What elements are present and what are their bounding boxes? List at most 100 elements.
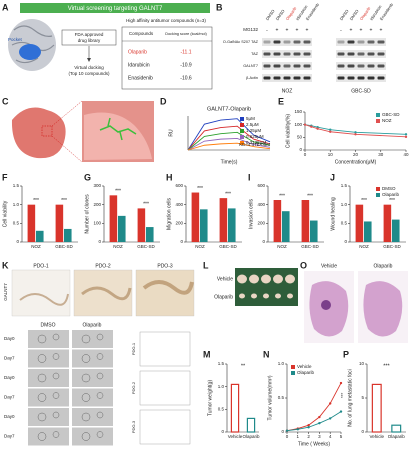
point <box>310 125 313 128</box>
x-tick-label: NOZ <box>195 244 205 249</box>
organoid-image <box>72 427 113 446</box>
legend-swatch <box>376 187 380 191</box>
panel-label: O <box>300 260 307 270</box>
x-tick-label: GBC-SD <box>301 244 319 249</box>
x-tick-label: 4 <box>329 434 332 439</box>
model-label: PDO-1 <box>33 263 49 269</box>
organoid <box>81 334 91 344</box>
point <box>339 381 343 385</box>
blot-band <box>377 76 385 80</box>
legend-swatch <box>291 371 295 375</box>
y-axis-label: Number of clones <box>84 194 90 234</box>
organoid <box>52 392 60 399</box>
y-tick-label: 600 <box>257 183 265 188</box>
series-line <box>187 137 271 151</box>
organoid <box>96 353 104 360</box>
day-label: Day0 <box>4 414 15 419</box>
blot-band <box>273 76 281 80</box>
organoid-image <box>28 427 69 446</box>
bar <box>273 200 282 242</box>
treatment-label: DMSO <box>265 8 276 21</box>
x-tick-label: GBC-SD <box>383 244 401 249</box>
blot-strip <box>336 38 386 46</box>
blot-band <box>347 52 355 56</box>
blot-row-label: O-GalNAc S207 TAZ <box>223 40 259 44</box>
library-text: FDA approved <box>75 32 104 37</box>
significance: *** <box>115 189 121 195</box>
legend-label: 2.5μM <box>246 122 259 127</box>
score: -10.9 <box>180 62 192 68</box>
x-axis-label: Time ( Weeks) <box>298 441 331 447</box>
blot-band <box>357 76 365 80</box>
organoid <box>37 393 47 402</box>
legend-swatch <box>240 141 244 145</box>
blot-band <box>263 76 271 80</box>
panel-label: I <box>248 172 251 182</box>
legend-label: Olaparib <box>297 370 315 375</box>
x-tick-label: GBC-SD <box>55 244 73 249</box>
y-tick-label: 0.5 <box>13 221 20 226</box>
blot-band <box>273 64 281 68</box>
treatment-label: DMSO <box>41 322 56 328</box>
bar <box>391 424 402 433</box>
mg132-sign: + <box>360 27 363 33</box>
significance: *** <box>143 202 149 208</box>
annotation: KD=4.17E-05M <box>239 142 270 147</box>
score: -10.6 <box>180 75 192 81</box>
legend-label: GBC-SD <box>382 112 400 117</box>
panel-label: J <box>330 172 335 182</box>
y-tick-label: 1.0 <box>341 202 348 207</box>
bar <box>200 209 208 242</box>
pocket-label: Pocket <box>8 37 23 42</box>
day-label: Day0 <box>4 375 15 380</box>
blot-band <box>263 64 271 68</box>
panel-label: C <box>2 96 9 106</box>
y-tick-label: 150 <box>294 109 302 114</box>
organoid-image <box>28 388 69 407</box>
y-tick-label: 0 <box>16 239 19 244</box>
annotation: *** <box>340 392 345 398</box>
point <box>354 131 357 134</box>
mini-chart <box>139 370 191 406</box>
y-tick-label: 200 <box>93 202 101 207</box>
cell-line: GBC-SD <box>351 88 371 94</box>
y-axis-label: Tumor weight(g) <box>207 380 213 417</box>
panel-label: N <box>263 349 270 359</box>
blot-band <box>357 52 365 56</box>
organoid-image <box>28 408 69 426</box>
tumor <box>249 274 259 284</box>
blot-band <box>283 52 291 56</box>
bar <box>246 417 256 433</box>
tumor <box>239 293 245 299</box>
x-tick-label: Olaparib <box>242 434 260 439</box>
panel-label: K <box>2 260 9 270</box>
y-tick-label: 1.5 <box>13 183 20 188</box>
point <box>307 426 310 429</box>
model-label: PDO-2 <box>95 263 111 269</box>
zoom-line <box>51 100 83 127</box>
blot-band <box>377 40 385 44</box>
score: -11.1 <box>180 49 191 55</box>
tumor <box>287 293 293 299</box>
organoid-image <box>72 330 113 348</box>
organoid <box>37 334 47 344</box>
tumor <box>273 274 283 284</box>
blot-band <box>263 52 271 56</box>
significance: *** <box>61 198 67 204</box>
x-axis-label: Concentration(μM) <box>335 159 377 165</box>
organoid <box>81 432 91 441</box>
organoid-image <box>28 369 69 387</box>
point <box>296 428 299 431</box>
point <box>303 123 307 126</box>
organoid <box>37 373 47 383</box>
point <box>404 133 408 136</box>
organoid-image <box>28 349 69 368</box>
tumor <box>237 274 247 284</box>
bar <box>219 198 228 242</box>
point <box>307 424 310 427</box>
y-tick-label: 1.5 <box>341 183 348 188</box>
y-tick-label: 0 <box>299 147 302 152</box>
significance: ** <box>241 363 246 369</box>
x-tick-label: 0 <box>286 434 289 439</box>
bar <box>383 204 392 242</box>
